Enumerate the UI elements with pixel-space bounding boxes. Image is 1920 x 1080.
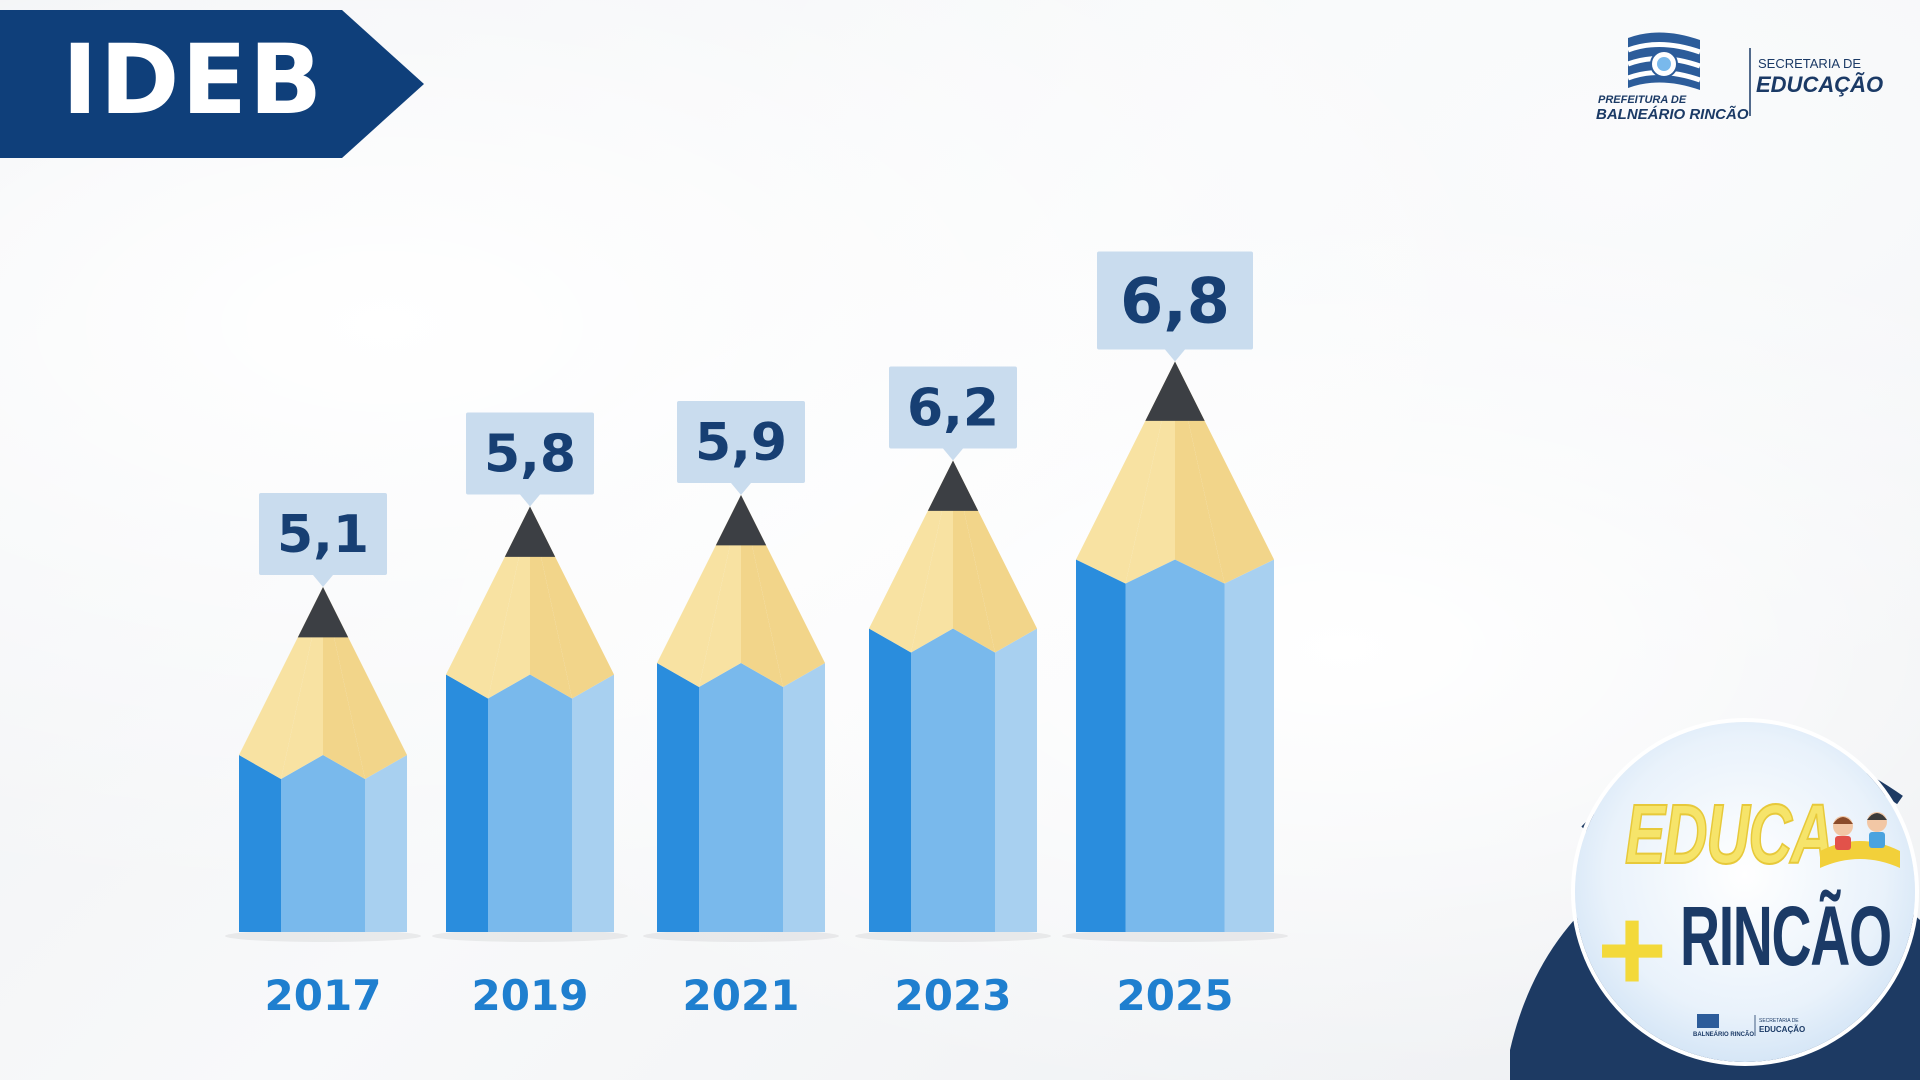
pencil-body-light	[995, 628, 1037, 932]
pencil-body-light	[572, 674, 614, 932]
value-label-box	[259, 493, 387, 575]
pencil-tip	[504, 506, 556, 557]
x-tick-label: 2025	[1117, 971, 1234, 1020]
x-tick-label: 2017	[265, 971, 382, 1020]
pencil-body-mid	[488, 674, 572, 932]
value-label-pointer	[1165, 349, 1185, 362]
x-tick-label: 2019	[472, 971, 589, 1020]
prefeitura-logo: PREFEITURA DE BALNEÁRIO RINCÃO SECRETARI…	[1596, 32, 1883, 123]
pencil-bar-2017: 5,1 2017	[225, 493, 421, 1020]
value-label-text: 5,1	[277, 505, 369, 565]
pencil-tip	[715, 495, 767, 546]
value-label-text: 6,8	[1120, 265, 1230, 338]
value-label-pointer	[731, 483, 751, 495]
pencil-body-dark	[446, 674, 488, 932]
secretaria-line1: SECRETARIA DE	[1758, 56, 1861, 71]
value-label-box	[889, 366, 1017, 449]
value-label-box	[1097, 251, 1253, 350]
badge-mini-logo: BALNEÁRIO RINCÃO SECRETARIA DE EDUCAÇÃO	[1693, 1014, 1805, 1038]
pencil-body-dark	[1076, 559, 1126, 932]
badge-mini-line3: BALNEÁRIO RINCÃO	[1693, 1031, 1754, 1038]
prefeitura-line2: BALNEÁRIO RINCÃO	[1596, 105, 1749, 123]
kids-reading-book-icon	[1820, 812, 1900, 868]
educa-rincao-badge: EDUCA + RINCÃO BALNEÁRIO RINCÃO SECRETAR…	[1575, 722, 1915, 1062]
title-banner-shape	[0, 10, 424, 158]
badge-plus-sign: +	[1597, 883, 1668, 1017]
badge-educa-text: EDUCA	[1624, 787, 1835, 881]
prefeitura-line1: PREFEITURA DE	[1598, 94, 1687, 106]
pencil-tip	[297, 587, 349, 638]
pencil-body-dark	[869, 628, 911, 932]
value-label-text: 5,9	[695, 413, 787, 473]
pencil-shadow	[225, 930, 421, 942]
badge-mini-line2: EDUCAÇÃO	[1759, 1025, 1805, 1034]
pencil-bar-2025: 6,8 2025	[1062, 251, 1288, 1020]
value-label-pointer	[943, 448, 963, 461]
value-label-box	[466, 412, 594, 495]
pencil-body-dark	[239, 755, 281, 932]
pencil-bar-2019: 5,8 2019	[432, 412, 628, 1020]
city-flag-icon	[1627, 32, 1701, 90]
x-tick-label: 2021	[683, 971, 800, 1020]
badge-mini-line1: SECRETARIA DE	[1759, 1018, 1799, 1024]
pencil-body-mid	[281, 755, 365, 932]
pencil-shadow	[855, 930, 1051, 942]
value-label-text: 5,8	[484, 425, 576, 485]
pencil-shadow	[432, 930, 628, 942]
pencil-tip	[927, 460, 979, 511]
pencil-body-mid	[911, 628, 995, 932]
pencil-body-light	[783, 663, 825, 932]
pencil-bar-2023: 6,2 2023	[855, 366, 1051, 1020]
value-label-pointer	[313, 575, 333, 587]
x-tick-label: 2023	[895, 971, 1012, 1020]
pencil-body-dark	[657, 663, 699, 932]
pencil-bar-2021: 5,9 2021	[643, 401, 839, 1020]
page-title: IDEB	[62, 24, 325, 136]
value-label-pointer	[520, 494, 540, 507]
value-label-box	[677, 401, 805, 483]
pencil-shadow	[1062, 930, 1288, 942]
pencil-tip	[1145, 361, 1205, 421]
pencil-shadow	[643, 930, 839, 942]
pencil-body-light	[365, 755, 407, 932]
value-label-text: 6,2	[907, 379, 999, 439]
pencil-body-mid	[699, 663, 783, 932]
pencil-body-mid	[1125, 559, 1225, 932]
title-banner	[0, 10, 424, 158]
secretaria-line2: EDUCAÇÃO	[1756, 72, 1883, 97]
badge-rincao-text: RINCÃO	[1680, 889, 1892, 983]
pencil-body-light	[1224, 559, 1274, 932]
